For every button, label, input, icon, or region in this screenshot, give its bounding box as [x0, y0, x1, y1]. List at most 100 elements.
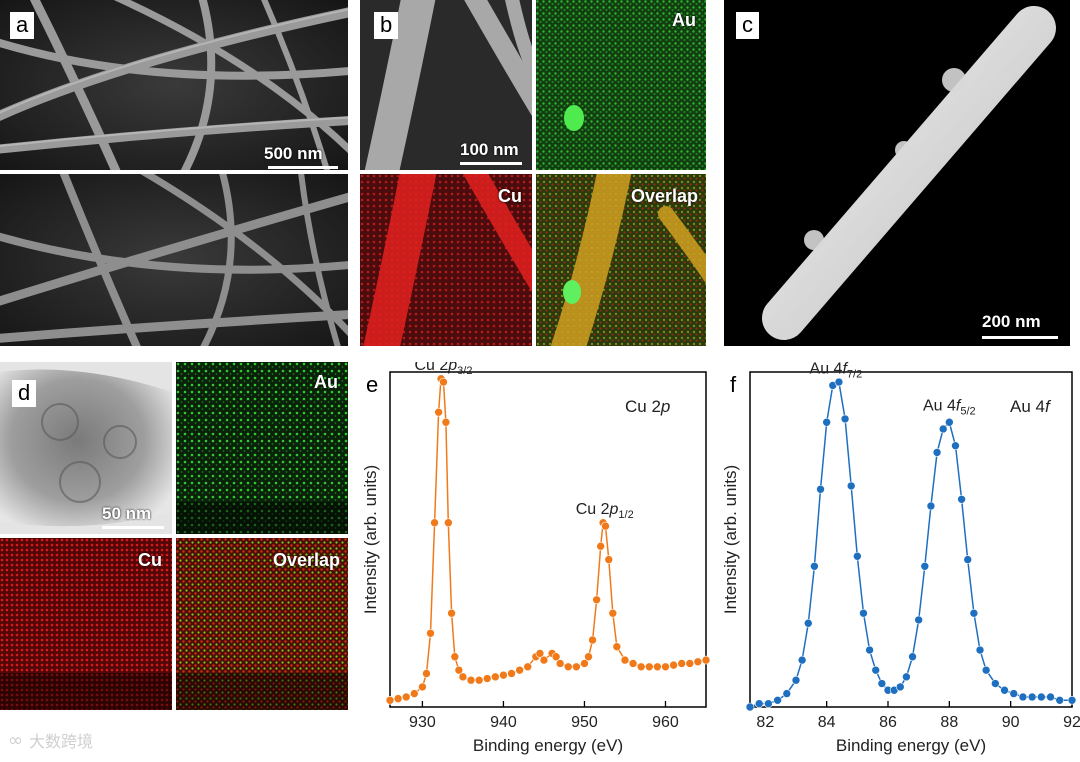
data-point	[410, 689, 419, 698]
data-point	[1067, 695, 1077, 705]
data-point	[859, 608, 868, 618]
scale-bar-label-a: 500 nm	[264, 144, 323, 163]
data-point	[902, 672, 911, 682]
data-point	[669, 660, 678, 670]
data-point	[926, 501, 936, 511]
overlap-map-image	[536, 174, 706, 346]
scale-bar-label-b: 100 nm	[460, 140, 519, 159]
scale-bar-a	[268, 166, 338, 169]
data-point	[551, 652, 561, 662]
data-point	[393, 694, 403, 703]
data-point	[865, 645, 874, 655]
data-point	[539, 655, 549, 665]
data-point	[677, 659, 686, 668]
data-point	[482, 674, 492, 683]
x-tick-label: 930	[409, 714, 436, 731]
data-point	[871, 665, 881, 675]
data-point	[1037, 692, 1046, 702]
data-point	[981, 665, 991, 675]
cu-map-image	[360, 174, 532, 346]
data-point	[466, 675, 476, 685]
data-point	[701, 655, 711, 665]
panel-a-sem-top: a 500 nm	[0, 0, 348, 170]
panel-b-sem: b 100 nm	[360, 0, 532, 170]
chart-title: Au 4f	[1010, 397, 1052, 416]
data-point	[782, 689, 792, 698]
data-point	[1000, 685, 1009, 695]
data-point	[908, 652, 917, 662]
data-point	[932, 448, 942, 457]
panel-a-sem-bottom	[0, 174, 348, 346]
peak-annotation: Au 4f5/2	[923, 397, 976, 417]
tem-image	[0, 362, 172, 534]
data-point	[938, 424, 948, 434]
y-axis-label: Intensity (arb. units)	[721, 465, 740, 614]
overlap-map-image-d	[176, 538, 348, 710]
data-point	[450, 652, 460, 662]
data-point	[596, 541, 605, 551]
element-label-au-d: Au	[314, 372, 338, 392]
data-point	[877, 679, 887, 688]
x-tick-label: 950	[571, 714, 598, 731]
peak-annotation: Cu 2p3/2	[414, 362, 472, 377]
panel-b-overlap-map: Overlap	[536, 174, 706, 346]
data-point	[426, 628, 435, 638]
data-point	[418, 682, 427, 692]
peak-annotation: Cu 2p1/2	[576, 501, 634, 521]
element-label-overlap-b: Overlap	[630, 186, 698, 206]
data-point	[797, 655, 807, 665]
data-point	[499, 670, 508, 680]
element-label-overlap-d: Overlap	[272, 550, 340, 570]
data-point	[447, 608, 456, 618]
panel-label-f: f	[730, 372, 737, 397]
data-point	[628, 659, 638, 668]
data-point	[816, 484, 825, 494]
data-point	[555, 659, 565, 668]
chart-title: Cu 2p	[625, 397, 670, 416]
data-point	[422, 669, 431, 678]
sem-image-top	[0, 0, 348, 170]
data-point	[957, 495, 966, 504]
data-point	[773, 695, 782, 705]
panel-c-haadf: c 200 nm	[724, 0, 1070, 346]
scale-bar-label-c: 200 nm	[982, 312, 1041, 331]
data-point	[644, 662, 654, 672]
data-point	[439, 377, 448, 387]
data-point	[895, 682, 905, 692]
data-point	[1027, 692, 1037, 702]
data-point	[601, 521, 610, 531]
data-point	[636, 662, 646, 672]
element-label-cu-b: Cu	[498, 186, 522, 206]
scale-bar-b	[460, 162, 522, 165]
panel-d-overlap-map: Overlap	[176, 538, 348, 710]
data-point	[914, 615, 923, 625]
data-point	[1009, 689, 1019, 698]
data-point	[791, 675, 801, 685]
data-point	[764, 699, 773, 708]
panel-label-b: b	[374, 12, 399, 39]
data-point	[975, 645, 985, 655]
panel-b-cu-map: Cu	[360, 174, 532, 346]
watermark-text: 大数跨境	[29, 732, 94, 751]
data-point	[945, 417, 954, 427]
x-tick-label: 84	[818, 714, 836, 731]
panel-b-au-map: Au	[536, 0, 706, 170]
data-point	[1018, 692, 1028, 702]
data-point	[969, 608, 979, 618]
data-point	[1046, 692, 1055, 702]
data-point	[580, 659, 589, 668]
data-point	[454, 665, 464, 675]
panel-d-cu-map: Cu	[0, 538, 172, 710]
scale-bar-c	[982, 336, 1058, 339]
chart-cu-2p: 930 940 950 960 Binding energy (eV) Intensity…	[361, 362, 711, 755]
data-point	[444, 518, 453, 528]
data-point	[745, 702, 755, 712]
data-point	[572, 662, 581, 672]
panel-label-c: c	[736, 12, 759, 39]
x-tick-label: 960	[652, 714, 679, 731]
data-point	[612, 642, 622, 652]
data-point	[1055, 695, 1065, 705]
data-point	[840, 414, 850, 424]
au-map-image-d	[176, 362, 348, 534]
x-tick-label: 88	[940, 714, 958, 731]
